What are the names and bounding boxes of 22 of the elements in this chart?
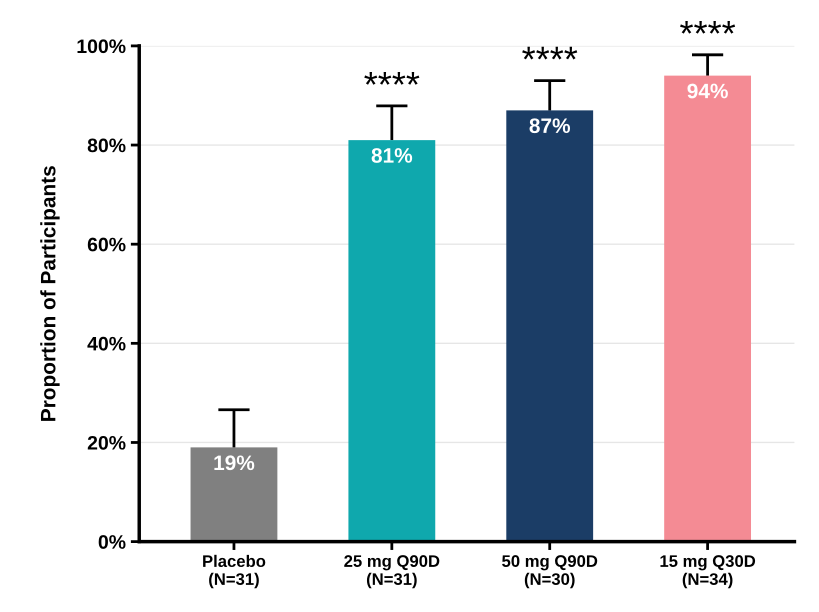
- y-tick-label: 40%: [87, 336, 126, 351]
- bar: [506, 110, 594, 542]
- bar: [190, 447, 278, 542]
- y-tick-label: 100%: [78, 39, 126, 54]
- data-label: 81%: [372, 148, 412, 163]
- y-tick-label: 80%: [88, 138, 126, 152]
- bar: [348, 140, 436, 542]
- bar: [664, 76, 752, 542]
- data-label: 19%: [214, 455, 254, 470]
- data-label: 87%: [530, 118, 570, 134]
- data-label: 94%: [687, 84, 728, 98]
- annotation: ****: [680, 21, 736, 34]
- y-axis-title: Proportion of Participants: [40, 166, 60, 421]
- x-tick-label: 15 mg Q30D (N=34): [660, 555, 756, 588]
- y-tick-label: 60%: [88, 238, 126, 252]
- y-tick-label: 0%: [98, 535, 126, 549]
- annotation: ****: [364, 72, 420, 85]
- x-tick-label: Placebo (N=31): [203, 554, 266, 588]
- annotation: ****: [522, 46, 578, 60]
- x-tick-label: 50 mg Q90D (N=30): [502, 555, 598, 588]
- y-tick-label: 20%: [88, 436, 126, 450]
- x-tick-label: 25 mg Q90D (N=31): [344, 555, 440, 588]
